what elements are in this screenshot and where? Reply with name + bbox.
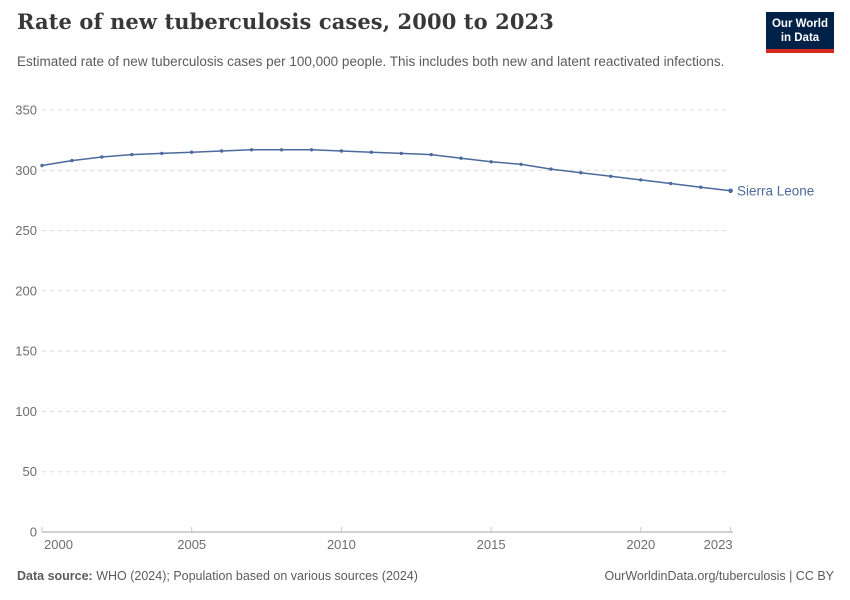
data-point[interactable] xyxy=(609,174,613,178)
series-sierra-leone[interactable] xyxy=(40,148,733,194)
data-point[interactable] xyxy=(549,167,553,171)
x-tick-label: 2023 xyxy=(704,537,733,552)
data-source-note: Data source: WHO (2024); Population base… xyxy=(17,569,418,583)
owid-logo-line2: in Data xyxy=(780,32,820,45)
y-tick-label: 100 xyxy=(15,404,37,419)
x-tick-label: 2000 xyxy=(44,537,73,552)
x-tick-label: 2015 xyxy=(477,537,506,552)
data-point[interactable] xyxy=(309,148,314,152)
chart-footer: Data source: WHO (2024); Population base… xyxy=(17,569,834,583)
data-point[interactable] xyxy=(699,185,703,189)
data-point[interactable] xyxy=(249,148,254,152)
data-point[interactable] xyxy=(279,148,284,152)
entity-label[interactable]: Sierra Leone xyxy=(737,183,814,198)
owid-cc-by-link[interactable]: OurWorldinData.org/tuberculosis | CC BY xyxy=(604,569,835,583)
y-tick-label: 300 xyxy=(15,163,37,178)
data-point[interactable] xyxy=(190,150,194,154)
data-point[interactable] xyxy=(429,152,433,157)
x-tick-label: 2020 xyxy=(626,537,655,552)
data-point[interactable] xyxy=(70,158,74,163)
y-tick-label: 250 xyxy=(15,223,37,238)
data-point[interactable] xyxy=(369,150,373,154)
data-point[interactable] xyxy=(160,151,164,156)
data-point[interactable] xyxy=(219,149,224,153)
y-tick-label: 350 xyxy=(15,103,37,118)
data-point[interactable] xyxy=(639,178,643,182)
y-tick-label: 150 xyxy=(15,344,37,359)
chart-subtitle: Estimated rate of new tuberculosis cases… xyxy=(17,54,725,69)
y-tick-label: 0 xyxy=(30,525,37,540)
owid-logo[interactable]: Our World in Data xyxy=(766,12,834,53)
data-point[interactable] xyxy=(728,188,733,194)
series-line[interactable] xyxy=(41,149,731,192)
data-point[interactable] xyxy=(519,162,523,166)
data-source-label: Data source: xyxy=(17,569,93,583)
data-point[interactable] xyxy=(489,160,493,164)
data-point[interactable] xyxy=(669,181,673,186)
data-point[interactable] xyxy=(339,149,344,153)
data-point[interactable] xyxy=(399,151,403,156)
data-point[interactable] xyxy=(130,152,134,157)
y-tick-label: 200 xyxy=(15,283,37,298)
data-point[interactable] xyxy=(459,156,463,160)
data-source-text: WHO (2024); Population based on various … xyxy=(96,569,418,583)
chart-title: Rate of new tuberculosis cases, 2000 to … xyxy=(17,9,554,34)
y-tick-label: 50 xyxy=(23,464,37,479)
data-point[interactable] xyxy=(40,163,44,168)
data-point[interactable] xyxy=(100,155,104,159)
x-tick-label: 2005 xyxy=(177,537,206,552)
x-tick-label: 2010 xyxy=(327,537,356,552)
owid-logo-line1: Our World xyxy=(771,18,828,30)
data-point[interactable] xyxy=(579,171,583,175)
